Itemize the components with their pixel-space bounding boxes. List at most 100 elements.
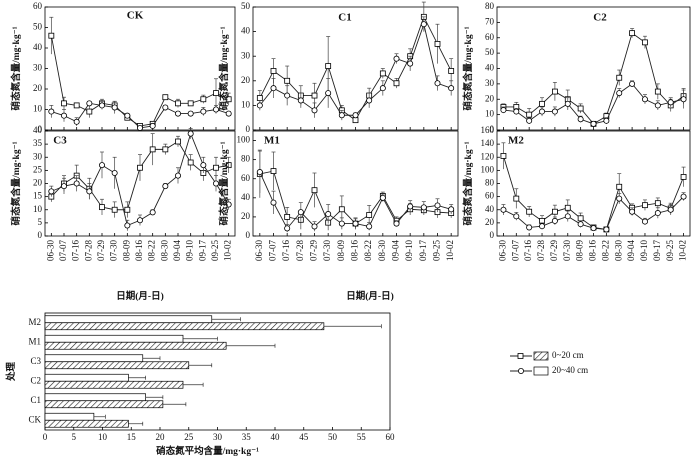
- x-tick-label: 08-09: [121, 240, 131, 261]
- y-tick-label: 40: [485, 204, 495, 214]
- marker-circle: [629, 208, 636, 215]
- marker-square: [225, 162, 232, 169]
- marker-circle: [325, 90, 332, 97]
- y-axis-label: 硝态氮含量/mg·kg⁻¹: [462, 26, 474, 110]
- marker-circle: [379, 194, 386, 201]
- x-axis-label: 硝态氮平均含量/mg·kg⁻¹: [156, 445, 259, 457]
- x-tick-label: 06-30: [254, 240, 264, 261]
- x-tick-label: 10-02: [445, 240, 455, 261]
- y-tick-label: 20: [33, 83, 43, 93]
- x-tick-label: 45: [299, 432, 309, 442]
- legend-label: 0~20 cm: [552, 350, 584, 360]
- marker-circle: [73, 180, 80, 187]
- marker-square: [213, 164, 219, 171]
- y-tick-label: 10: [241, 99, 251, 109]
- y-tick-label: 30: [33, 63, 43, 73]
- y-tick-label: 0: [490, 124, 495, 134]
- bar: [44, 419, 129, 428]
- marker-square: [256, 95, 263, 101]
- series-line: [503, 155, 684, 230]
- marker-square: [379, 70, 386, 77]
- marker-square: [654, 200, 661, 207]
- x-tick-label: 06-30: [45, 240, 55, 261]
- y-tick-label: 60: [485, 191, 495, 201]
- marker-square: [311, 187, 318, 194]
- marker-square: [61, 100, 67, 107]
- y-axis-label: 硝态氮含量/mg·kg⁻¹: [10, 26, 22, 110]
- marker-circle: [352, 112, 359, 119]
- x-tick-label: 09-04: [172, 240, 182, 261]
- marker-circle: [603, 226, 610, 233]
- x-tick-label: 30: [213, 432, 223, 442]
- marker-square: [284, 77, 291, 84]
- x-tick-label: 06-30: [497, 240, 507, 261]
- marker-circle: [149, 122, 156, 129]
- y-tick-label: M1: [28, 336, 41, 346]
- x-tick-label: 35: [242, 432, 252, 442]
- marker-circle: [124, 112, 131, 119]
- marker-circle: [407, 60, 414, 67]
- marker-circle: [311, 223, 318, 230]
- x-tick-label: 08-30: [377, 240, 387, 261]
- marker-circle: [379, 85, 386, 92]
- legend-swatch: [533, 351, 549, 361]
- y-tick-label: 30: [33, 151, 43, 161]
- marker-circle: [187, 110, 194, 117]
- marker-square: [338, 206, 345, 213]
- x-tick-label: 09-10: [404, 240, 414, 261]
- marker-circle: [86, 100, 93, 107]
- bar: [44, 354, 144, 363]
- y-tick-label: 0: [490, 230, 495, 240]
- x-tick-label: 10-02: [678, 240, 688, 261]
- marker-circle: [136, 124, 143, 131]
- marker-circle: [111, 169, 118, 176]
- marker-circle: [513, 213, 520, 220]
- y-tick-label: 120: [481, 151, 495, 161]
- x-tick-label: 07-29: [309, 240, 319, 261]
- marker-circle: [564, 100, 571, 107]
- y-tick-label: 5: [38, 217, 43, 227]
- y-tick-label: 0: [246, 230, 251, 240]
- bar: [44, 412, 95, 421]
- marker-circle: [311, 107, 318, 114]
- x-tick-label: 09-25: [210, 240, 220, 261]
- marker-circle: [270, 85, 277, 92]
- marker-square: [187, 159, 194, 166]
- marker-circle: [174, 110, 181, 117]
- x-tick-label: 07-07: [58, 240, 68, 261]
- marker-circle: [577, 221, 584, 228]
- marker-square: [352, 117, 359, 124]
- x-tick-label: 07-07: [268, 240, 278, 261]
- marker-circle: [61, 183, 68, 190]
- y-tick-label: 40: [33, 42, 43, 52]
- marker-circle: [526, 224, 533, 231]
- marker-square: [99, 204, 105, 211]
- x-tick-label: 60: [386, 432, 396, 442]
- marker-circle: [111, 104, 118, 111]
- y-tick-label: M2: [28, 317, 41, 327]
- x-tick-label: 08-16: [134, 240, 144, 261]
- y-tick-label: 60: [241, 173, 251, 183]
- marker-square: [86, 108, 93, 115]
- x-tick-label: 10: [98, 432, 108, 442]
- plot-frame: [496, 6, 691, 131]
- x-tick-label: 09-10: [639, 240, 649, 261]
- marker-circle: [448, 85, 455, 92]
- x-tick-label: 07-16: [523, 240, 533, 261]
- marker-circle: [680, 96, 687, 103]
- marker-square: [366, 212, 373, 218]
- marker-circle: [366, 223, 373, 230]
- x-tick-label: 08-16: [588, 240, 598, 261]
- panel-title: C1: [338, 12, 351, 24]
- x-tick-label: 07-29: [96, 240, 106, 261]
- y-tick-label: 15: [33, 191, 43, 201]
- y-tick-label: 20: [33, 178, 43, 188]
- x-tick-label: 08-30: [613, 240, 623, 261]
- marker-circle: [526, 117, 533, 124]
- x-tick-label: 08-09: [336, 240, 346, 261]
- marker-circle: [256, 102, 263, 109]
- marker-square: [73, 102, 80, 109]
- marker-circle: [577, 116, 584, 123]
- x-axis-label: 日期(月-日): [116, 290, 164, 302]
- marker-circle: [162, 104, 169, 111]
